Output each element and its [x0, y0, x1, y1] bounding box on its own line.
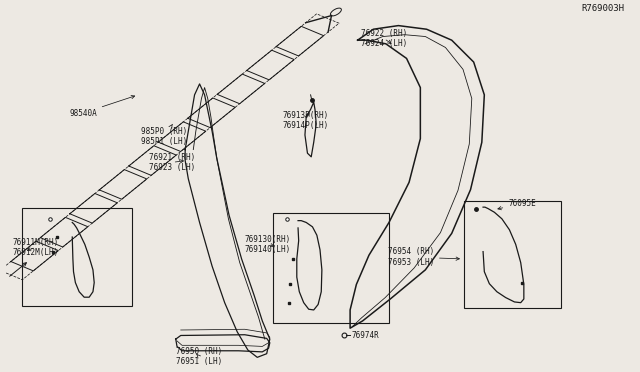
Text: 76922 (RH)
76924 (LH): 76922 (RH) 76924 (LH) [361, 29, 407, 48]
Bar [464, 201, 561, 308]
Text: 76950 (RH)
76951 (LH): 76950 (RH) 76951 (LH) [176, 347, 222, 366]
Text: R769003H: R769003H [581, 4, 624, 13]
Text: 76911M(RH)
76912M(LH): 76911M(RH) 76912M(LH) [13, 238, 59, 257]
Text: 76095E: 76095E [498, 199, 536, 210]
Text: 985P0 (RH)
985P1 (LH): 985P0 (RH) 985P1 (LH) [141, 124, 188, 147]
Text: 98540A: 98540A [69, 96, 134, 118]
Text: 76954 (RH)
76953 (LH): 76954 (RH) 76953 (LH) [388, 247, 460, 267]
Bar [273, 213, 389, 323]
Text: 76913P(RH)
76914P(LH): 76913P(RH) 76914P(LH) [282, 111, 328, 130]
Text: 76974R: 76974R [351, 331, 379, 340]
Text: 769130(RH)
769140(LH): 769130(RH) 769140(LH) [244, 235, 291, 254]
Bar [22, 208, 132, 306]
Text: 76921 (RH)
76923 (LH): 76921 (RH) 76923 (LH) [149, 153, 196, 172]
